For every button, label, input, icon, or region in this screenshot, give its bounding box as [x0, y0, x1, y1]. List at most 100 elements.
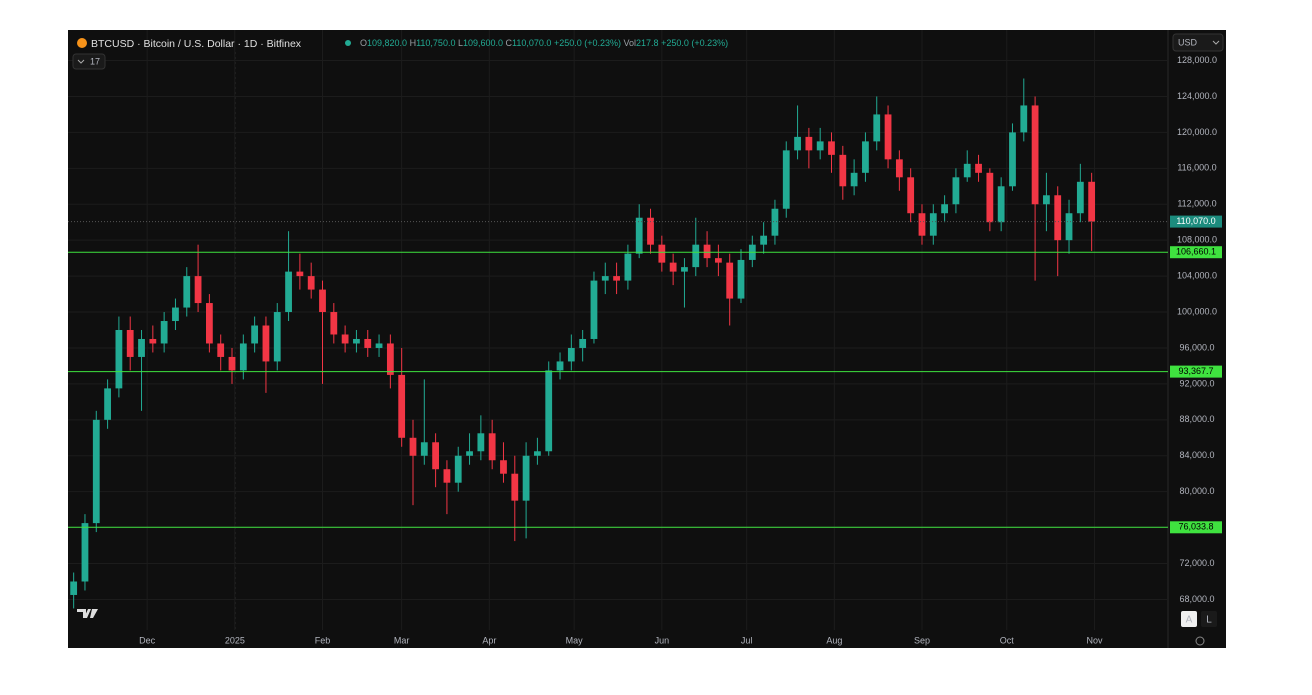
candle-body	[760, 235, 768, 245]
y-tick-label: 84,000.0	[1179, 450, 1214, 460]
candle-body	[771, 208, 779, 236]
candle-body	[647, 217, 654, 245]
candle-body	[160, 321, 168, 344]
y-tick-label: 116,000.0	[1177, 163, 1216, 173]
candle-body	[228, 356, 236, 371]
candle-body	[624, 253, 632, 281]
y-tick-label: 120,000.0	[1177, 127, 1217, 137]
indicator-count[interactable]: 17	[90, 56, 100, 66]
x-tick-label: 2025	[225, 635, 245, 645]
legend-key: H	[410, 38, 417, 48]
candle-body	[341, 334, 349, 344]
candle-body	[929, 213, 937, 236]
header: BTCUSD · Bitcoin / U.S. Dollar · 1D · Bi…	[91, 38, 302, 50]
y-tick-label: 124,000.0	[1177, 91, 1217, 101]
candle-body	[658, 244, 666, 263]
currency[interactable]: USD	[1178, 37, 1198, 47]
legend-key: O	[360, 38, 367, 48]
candle-body	[330, 312, 338, 335]
candle-body	[432, 442, 440, 470]
candle-body	[104, 388, 111, 420]
y-tick-label: 88,000.0	[1179, 414, 1214, 424]
candle-body	[895, 159, 903, 178]
candle-body	[488, 433, 496, 461]
candle-body	[986, 172, 994, 223]
y-tick-label: 96,000.0	[1179, 342, 1214, 352]
candle-body	[918, 213, 926, 236]
candle-body	[1076, 181, 1084, 214]
log-label[interactable]: L	[1206, 615, 1212, 626]
y-tick-label: 80,000.0	[1179, 486, 1214, 496]
legend-value: 110,070.0	[512, 38, 551, 48]
auto-button[interactable]	[1181, 611, 1197, 627]
candle-body	[839, 154, 847, 187]
candle-body	[92, 419, 100, 524]
candle-body	[681, 267, 688, 272]
y-tick-label: 104,000.0	[1177, 270, 1217, 280]
candle-body	[545, 370, 553, 452]
candle-body	[941, 204, 948, 214]
level-tag	[1170, 246, 1222, 259]
volume: 217.8	[636, 38, 659, 48]
log-button[interactable]	[1201, 611, 1217, 627]
candle-body	[1043, 195, 1050, 205]
level-tag	[1170, 521, 1222, 534]
legend-key: C	[506, 38, 513, 48]
candle-body	[1020, 105, 1028, 133]
candle-body	[296, 271, 304, 277]
y-tick-label: 100,000.0	[1177, 306, 1217, 316]
candle-body	[273, 312, 281, 362]
candle-body	[420, 442, 428, 456]
candle-body	[794, 136, 801, 151]
x-tick-label: Oct	[1000, 635, 1015, 645]
indicator-toggle[interactable]	[72, 53, 106, 70]
chevron	[1212, 40, 1220, 45]
coin-icon	[77, 38, 87, 48]
candle-body	[1088, 181, 1096, 222]
level-label: 106,660.1	[1176, 247, 1216, 257]
candle-body	[975, 163, 982, 173]
level-tag	[1170, 365, 1222, 378]
candle-body	[782, 150, 790, 209]
candle-body	[138, 338, 145, 357]
candle-body	[873, 114, 881, 142]
x-tick-label: Nov	[1086, 635, 1103, 645]
candle-body	[477, 433, 485, 452]
candle-body	[1054, 195, 1062, 241]
candle-body	[907, 177, 915, 214]
legend-value: 109,820.0	[367, 38, 407, 48]
last-price-tag	[1170, 215, 1222, 228]
settings-icon[interactable]	[1195, 636, 1205, 646]
candle-body	[217, 343, 225, 357]
candle-body	[205, 303, 213, 344]
candle-body	[81, 523, 89, 582]
candle-body	[862, 141, 869, 173]
candle-body	[319, 289, 326, 313]
candle-body	[70, 581, 78, 595]
candle-body	[398, 374, 406, 438]
candle-body	[579, 338, 587, 348]
x-tick-label: Sep	[914, 635, 930, 645]
candle-body	[737, 259, 745, 299]
x-tick-label: Dec	[139, 635, 156, 645]
candle-body	[353, 338, 360, 344]
x-tick-label: Apr	[482, 635, 496, 645]
axes: 68,000.072,000.076,000.080,000.084,000.0…	[139, 55, 1222, 645]
x-tick-label: Jul	[741, 635, 753, 645]
x-tick-label: Aug	[826, 635, 842, 645]
candle-body	[556, 361, 564, 371]
candle-body	[386, 343, 394, 375]
candle-body	[522, 455, 530, 501]
candle-body	[307, 276, 315, 290]
candle-body	[567, 347, 575, 362]
candle-body	[669, 262, 677, 272]
candle-body	[409, 437, 417, 456]
auto-label[interactable]: A	[1186, 615, 1193, 626]
candle-body	[375, 343, 383, 348]
plot	[68, 78, 1168, 609]
candle-body	[534, 451, 541, 456]
y-tick-label: 108,000.0	[1177, 235, 1217, 245]
currency-select[interactable]	[1172, 33, 1224, 52]
chart-panel	[68, 30, 1226, 648]
last-price-label: 110,070.0	[1176, 216, 1215, 226]
